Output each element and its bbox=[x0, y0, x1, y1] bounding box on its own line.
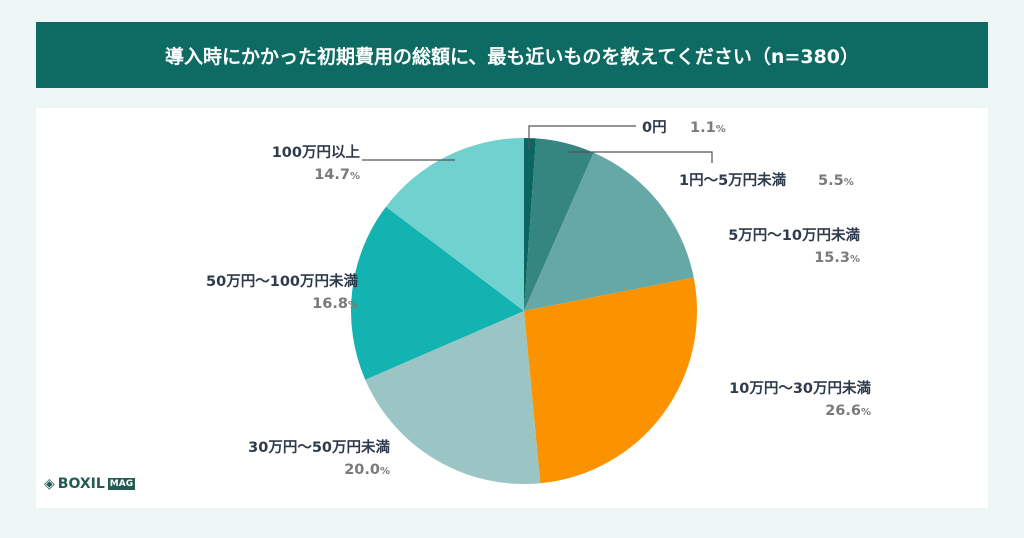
pie-slice-0 bbox=[524, 138, 536, 311]
slice-label-5: 50万円〜100万円未満 bbox=[206, 272, 358, 290]
slice-label-2: 5万円〜10万円未満 bbox=[728, 226, 860, 244]
pie-slice-5 bbox=[351, 206, 524, 380]
leader-line-1 bbox=[567, 151, 713, 163]
slice-value-2: 15.3% bbox=[814, 250, 860, 266]
slice-label-6: 100万円以上 bbox=[272, 144, 361, 161]
slice-label-4: 30万円〜50万円未満 bbox=[248, 438, 390, 456]
pie-slice-6 bbox=[385, 138, 524, 311]
pie-slice-4 bbox=[365, 311, 541, 484]
slice-value-0: 1.1% bbox=[690, 120, 726, 136]
slice-value-6: 14.7% bbox=[314, 167, 360, 183]
leader-line-0 bbox=[528, 125, 636, 150]
pie-slice-2 bbox=[524, 152, 694, 311]
pie-slice-3 bbox=[524, 277, 697, 484]
slice-label-0: 0円 bbox=[642, 119, 667, 136]
slice-value-4: 20.0% bbox=[344, 462, 390, 478]
slice-value-1: 5.5% bbox=[818, 173, 854, 189]
slice-value-3: 26.6% bbox=[825, 403, 871, 419]
logo-icon: ◈ bbox=[44, 476, 55, 492]
slice-value-5: 16.8% bbox=[312, 296, 358, 312]
chart-title: 導入時にかかった初期費用の総額に、最も近いものを教えてください（n=380） bbox=[36, 22, 988, 88]
boxil-mag-logo: ◈ BOXIL MAG bbox=[44, 476, 136, 492]
slice-label-3: 10万円〜30万円未満 bbox=[729, 379, 871, 397]
slice-label-1: 1円〜5万円未満 bbox=[679, 171, 787, 189]
pie-slice-1 bbox=[524, 138, 594, 311]
